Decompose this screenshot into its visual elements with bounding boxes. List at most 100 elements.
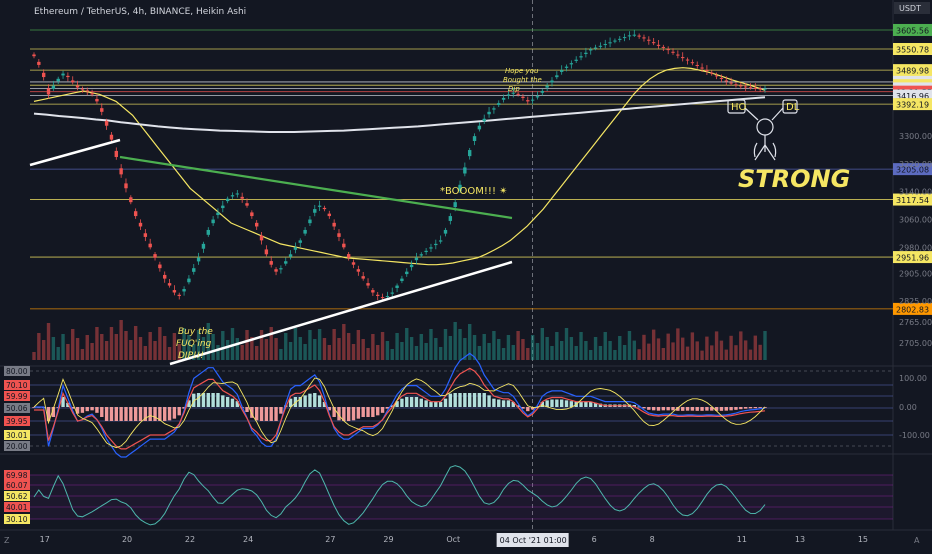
candle-body[interactable]	[390, 292, 394, 294]
candle-body[interactable]	[32, 54, 36, 57]
candle-body[interactable]	[114, 150, 118, 157]
candle-body[interactable]	[211, 219, 215, 224]
candle-body[interactable]	[710, 72, 714, 74]
candle-body[interactable]	[734, 84, 738, 86]
candle-body[interactable]	[695, 64, 699, 66]
candle-body[interactable]	[298, 240, 302, 243]
candle-body[interactable]	[351, 262, 356, 265]
candle-body[interactable]	[666, 49, 670, 51]
candle-body[interactable]	[133, 211, 138, 217]
candle-body[interactable]	[647, 39, 651, 41]
candle-body[interactable]	[61, 73, 65, 76]
candle-body[interactable]	[80, 88, 85, 90]
candle-body[interactable]	[274, 269, 278, 272]
candle-body[interactable]	[714, 75, 719, 77]
candle-body[interactable]	[458, 184, 462, 191]
candle-body[interactable]	[119, 168, 123, 175]
candle-body[interactable]	[482, 118, 486, 122]
candle-body[interactable]	[618, 38, 622, 40]
candle-body[interactable]	[37, 61, 41, 65]
candle-body[interactable]	[613, 40, 617, 42]
candle-body[interactable]	[559, 70, 564, 72]
candle-body[interactable]	[443, 229, 448, 234]
candle-body[interactable]	[395, 285, 399, 288]
candle-body[interactable]	[177, 294, 181, 296]
candle-body[interactable]	[632, 34, 636, 36]
candle-body[interactable]	[371, 290, 375, 293]
candle-body[interactable]	[724, 80, 728, 82]
candle-body[interactable]	[196, 257, 201, 262]
candle-body[interactable]	[259, 235, 264, 241]
candle-body[interactable]	[216, 212, 220, 216]
candle-body[interactable]	[201, 243, 206, 249]
candle-body[interactable]	[448, 216, 453, 221]
candle-body[interactable]	[376, 294, 380, 296]
candle-body[interactable]	[685, 59, 690, 61]
candle-body[interactable]	[414, 257, 419, 261]
candle-body[interactable]	[337, 233, 341, 237]
candle-body[interactable]	[579, 56, 583, 58]
candle-body[interactable]	[71, 80, 75, 83]
candle-body[interactable]	[763, 88, 767, 90]
candle-body[interactable]	[584, 52, 588, 54]
candle-body[interactable]	[322, 207, 327, 210]
candle-body[interactable]	[487, 111, 491, 115]
candle-body[interactable]	[264, 249, 269, 255]
candle-body[interactable]	[293, 247, 298, 250]
candle-body[interactable]	[642, 37, 646, 39]
candles-layer[interactable]	[32, 29, 767, 301]
candle-body[interactable]	[288, 254, 293, 257]
candle-body[interactable]	[192, 268, 196, 272]
candle-body[interactable]	[419, 254, 423, 256]
candle-body[interactable]	[356, 269, 361, 272]
candle-body[interactable]	[438, 240, 443, 242]
candle-body[interactable]	[240, 196, 244, 199]
candle-body[interactable]	[317, 205, 322, 207]
candle-body[interactable]	[434, 243, 438, 246]
candle-body[interactable]	[739, 85, 743, 87]
candle-body[interactable]	[545, 85, 549, 88]
candle-body[interactable]	[104, 120, 109, 126]
candle-body[interactable]	[453, 202, 457, 208]
candle-body[interactable]	[753, 87, 758, 89]
candle-body[interactable]	[332, 222, 336, 227]
candle-body[interactable]	[608, 42, 612, 44]
candle-body[interactable]	[506, 94, 511, 96]
candle-body[interactable]	[405, 271, 409, 275]
candle-body[interactable]	[254, 222, 259, 227]
candle-body[interactable]	[516, 93, 520, 95]
candle-body[interactable]	[651, 42, 656, 44]
candle-body[interactable]	[598, 45, 603, 47]
candle-body[interactable]	[758, 88, 762, 90]
candle-body[interactable]	[511, 92, 515, 94]
candle-body[interactable]	[589, 49, 593, 51]
candle-body[interactable]	[230, 195, 235, 197]
candle-body[interactable]	[681, 57, 685, 59]
candle-body[interactable]	[41, 72, 46, 78]
candle-body[interactable]	[690, 62, 695, 64]
candle-body[interactable]	[719, 77, 724, 79]
candle-body[interactable]	[75, 85, 80, 88]
candle-body[interactable]	[550, 80, 554, 83]
candle-body[interactable]	[521, 96, 525, 98]
candle-body[interactable]	[279, 268, 283, 270]
candle-body[interactable]	[158, 264, 162, 269]
candle-body[interactable]	[172, 290, 177, 293]
candle-body[interactable]	[327, 213, 331, 217]
candle-body[interactable]	[182, 289, 186, 292]
candle-body[interactable]	[187, 278, 191, 283]
candle-body[interactable]	[153, 254, 157, 258]
candle-body[interactable]	[225, 198, 230, 202]
candle-body[interactable]	[269, 261, 273, 265]
candle-body[interactable]	[400, 278, 404, 282]
candle-body[interactable]	[385, 295, 390, 297]
candle-body[interactable]	[313, 209, 317, 213]
candle-body[interactable]	[574, 59, 578, 61]
candle-body[interactable]	[90, 93, 94, 95]
candle-body[interactable]	[303, 229, 307, 234]
candle-body[interactable]	[361, 276, 365, 279]
candle-body[interactable]	[497, 103, 501, 105]
candle-body[interactable]	[51, 85, 56, 89]
candle-body[interactable]	[729, 82, 733, 84]
candle-body[interactable]	[743, 86, 748, 88]
